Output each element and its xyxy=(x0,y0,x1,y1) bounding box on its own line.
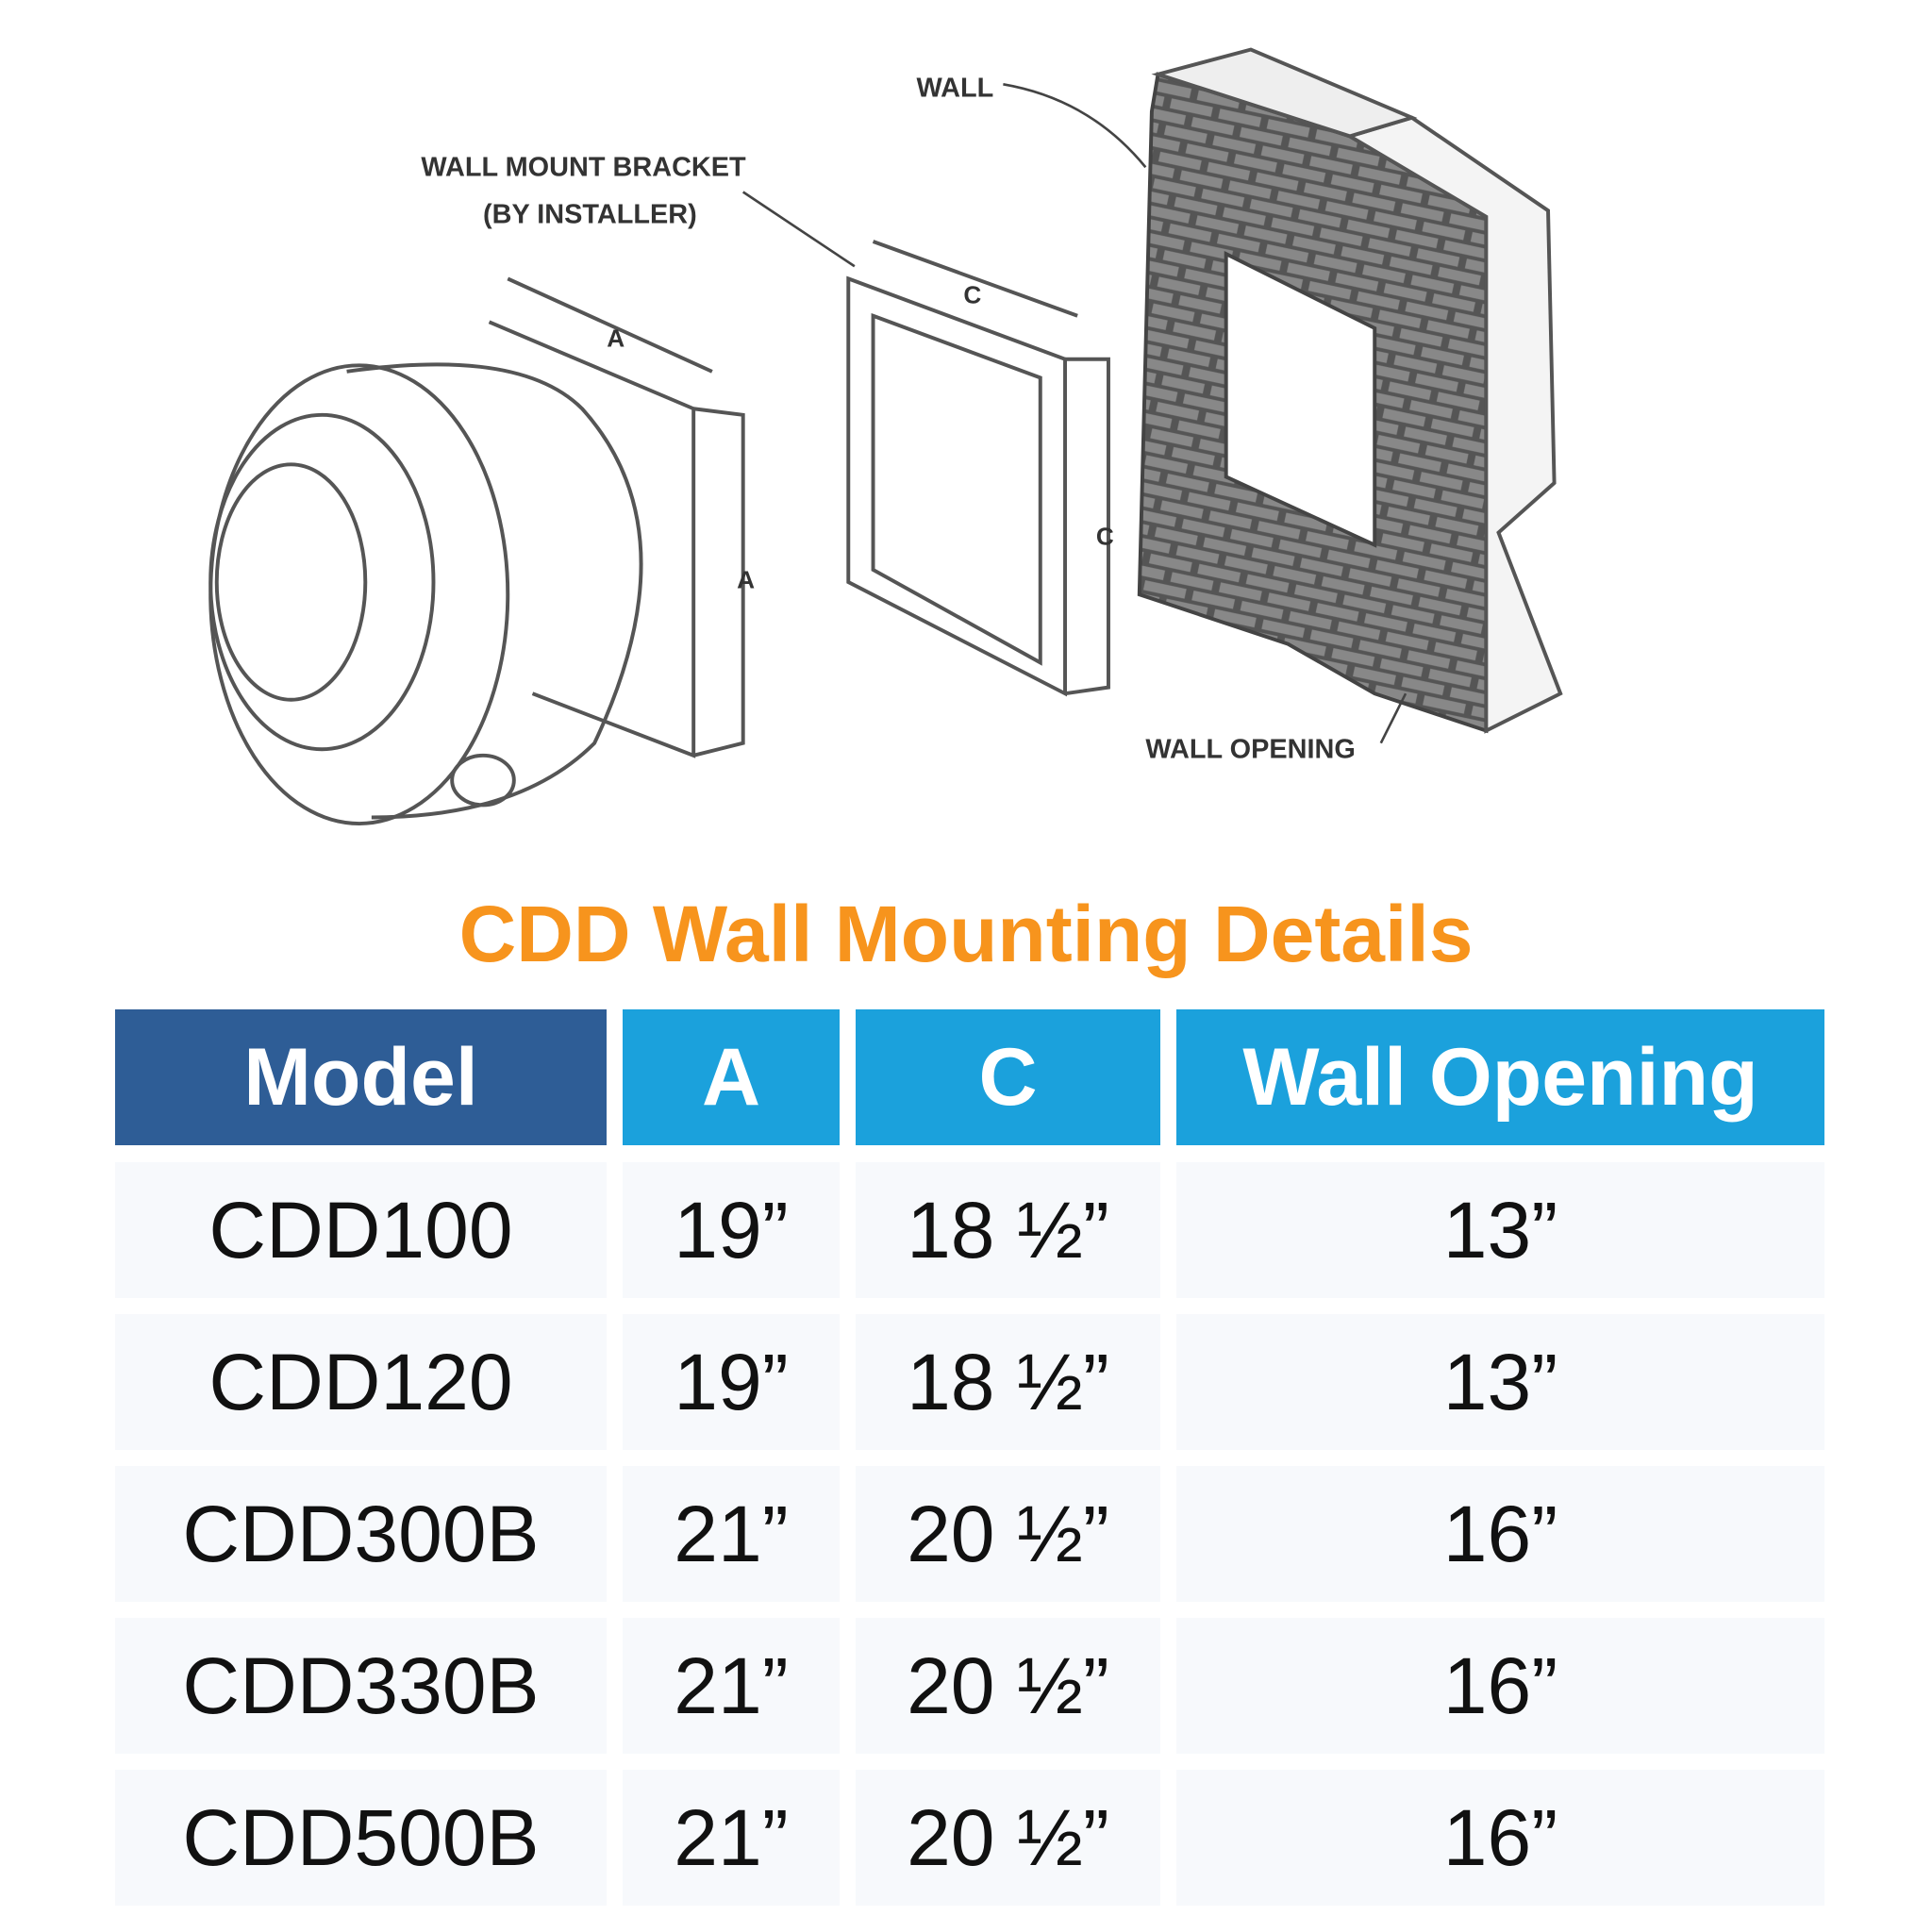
cell-wall-opening: 13” xyxy=(1176,1314,1824,1450)
cell-a: 19” xyxy=(623,1314,840,1450)
wall-mount-bracket xyxy=(488,276,745,758)
cell-wall-opening: 16” xyxy=(1176,1618,1824,1754)
brick-wall xyxy=(1137,47,1563,734)
label-bracket-note: (BY INSTALLER) xyxy=(483,199,697,229)
header-model: Model xyxy=(115,1009,607,1145)
cell-model: CDD500B xyxy=(115,1770,607,1906)
fan-unit xyxy=(208,362,643,826)
table-row: CDD120 19” 18 ½” 13” xyxy=(115,1314,1824,1450)
label-bracket: WALL MOUNT BRACKET xyxy=(421,152,746,182)
table-row: CDD330B 21” 20 ½” 16” xyxy=(115,1618,1824,1754)
frame xyxy=(846,240,1110,697)
label-wall: WALL xyxy=(916,73,993,103)
cell-wall-opening: 13” xyxy=(1176,1162,1824,1298)
label-dim-c-side: C xyxy=(1096,523,1114,551)
table-row: CDD100 19” 18 ½” 13” xyxy=(115,1162,1824,1298)
header-a: A xyxy=(623,1009,840,1145)
header-wall-opening: Wall Opening xyxy=(1176,1009,1824,1145)
cell-a: 19” xyxy=(623,1162,840,1298)
cell-model: CDD100 xyxy=(115,1162,607,1298)
cell-c: 20 ½” xyxy=(856,1466,1160,1602)
cell-model: CDD120 xyxy=(115,1314,607,1450)
page-title: CDD Wall Mounting Details xyxy=(458,890,1474,978)
label-dim-a-top: A xyxy=(607,325,625,353)
cell-a: 21” xyxy=(623,1466,840,1602)
cell-a: 21” xyxy=(623,1618,840,1754)
cell-c: 20 ½” xyxy=(856,1770,1160,1906)
cell-c: 20 ½” xyxy=(856,1618,1160,1754)
label-dim-c-top: C xyxy=(963,281,981,309)
cell-wall-opening: 16” xyxy=(1176,1770,1824,1906)
cell-a: 21” xyxy=(623,1770,840,1906)
leader-lines xyxy=(741,82,1407,744)
label-wall-opening: WALL OPENING xyxy=(1145,734,1355,764)
cell-model: CDD330B xyxy=(115,1618,607,1754)
wall-mounting-diagram: WALL WALL MOUNT BRACKET (BY INSTALLER) A… xyxy=(208,47,1563,826)
cell-wall-opening: 16” xyxy=(1176,1466,1824,1602)
cell-model: CDD300B xyxy=(115,1466,607,1602)
cell-c: 18 ½” xyxy=(856,1162,1160,1298)
cell-c: 18 ½” xyxy=(856,1314,1160,1450)
label-dim-a-side: A xyxy=(737,566,755,594)
table-row: CDD500B 21” 20 ½” 16” xyxy=(115,1770,1824,1906)
header-c: C xyxy=(856,1009,1160,1145)
table-header: Model A C Wall Opening xyxy=(115,1009,1824,1145)
table-row: CDD300B 21” 20 ½” 16” xyxy=(115,1466,1824,1602)
